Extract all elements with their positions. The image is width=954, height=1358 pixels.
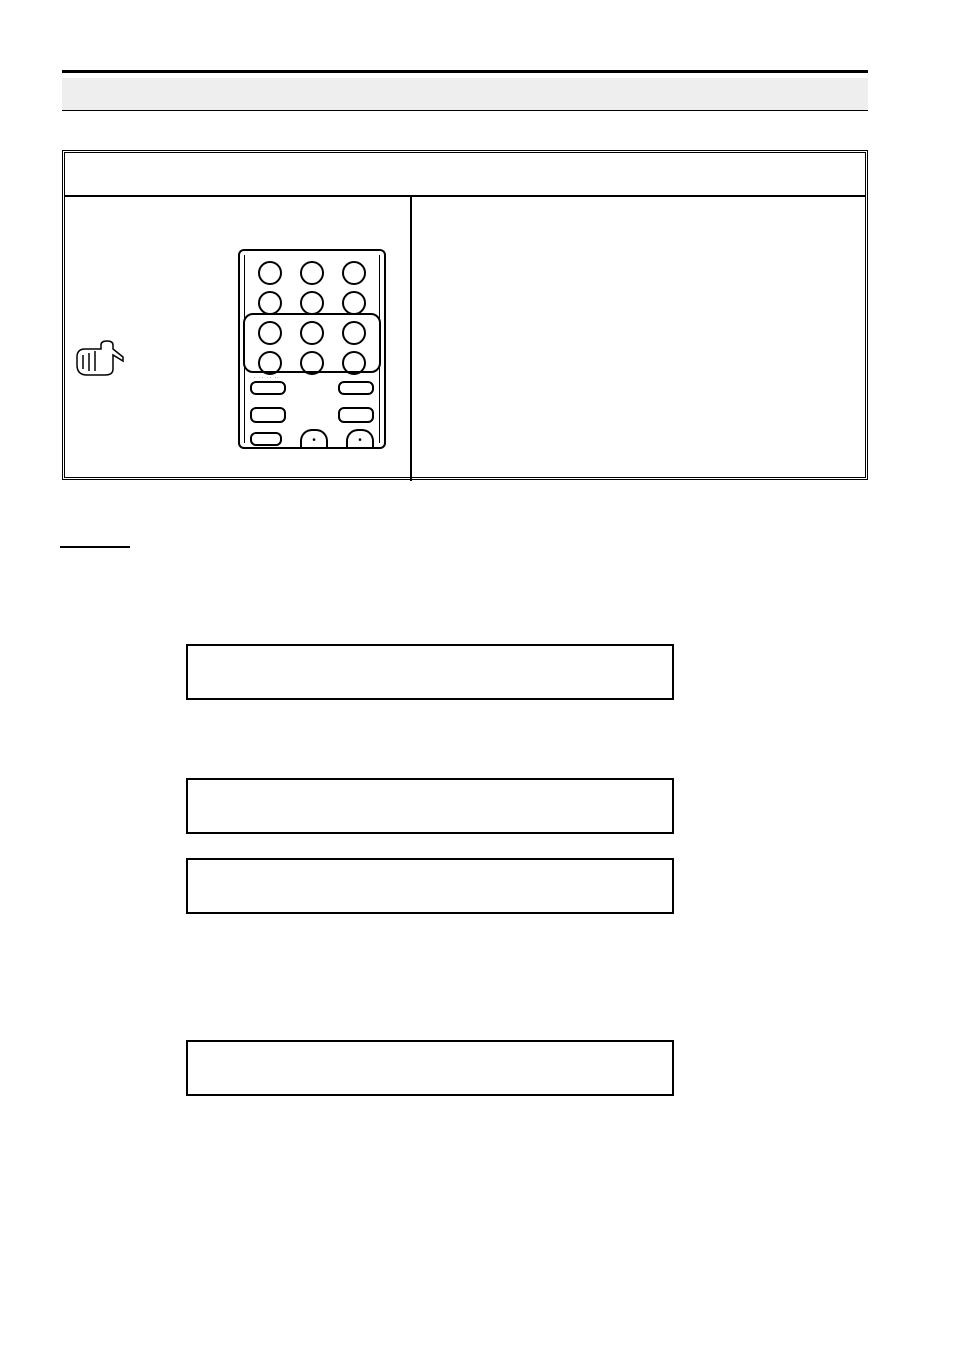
remote-button [300, 291, 324, 315]
remote-row-7: • • [250, 429, 374, 449]
remote-row-6 [250, 407, 374, 423]
remote-button [300, 261, 324, 285]
remote-button [342, 261, 366, 285]
text-box-4 [186, 1040, 674, 1096]
remote-arrow-right: • [346, 429, 374, 449]
text-box-2 [186, 778, 674, 834]
band-bottom-rule [62, 110, 868, 111]
remote-arrow-left: • [300, 429, 328, 449]
remote-highlight [243, 313, 381, 373]
remote-button [250, 432, 282, 446]
remote-button [338, 407, 374, 423]
remote-button [342, 291, 366, 315]
panel-divider [410, 197, 412, 481]
remote-button [250, 407, 286, 423]
remote-row-1 [240, 261, 384, 285]
text-box-1 [186, 644, 674, 700]
remote-row-2 [240, 291, 384, 315]
section-underline [60, 546, 130, 548]
remote-button [258, 291, 282, 315]
remote-button [338, 381, 374, 395]
top-rule [62, 70, 868, 73]
hand-pointing-icon [73, 339, 129, 382]
instruction-panel-header [65, 153, 865, 197]
remote-tiny-label: · ·· ·· ·· [254, 375, 280, 381]
text-box-3 [186, 858, 674, 914]
remote-button [258, 261, 282, 285]
remote-button [250, 381, 286, 395]
instruction-panel: • • · ·· ·· ·· [62, 150, 868, 480]
remote-row-5 [250, 381, 374, 395]
header-band [62, 78, 868, 110]
